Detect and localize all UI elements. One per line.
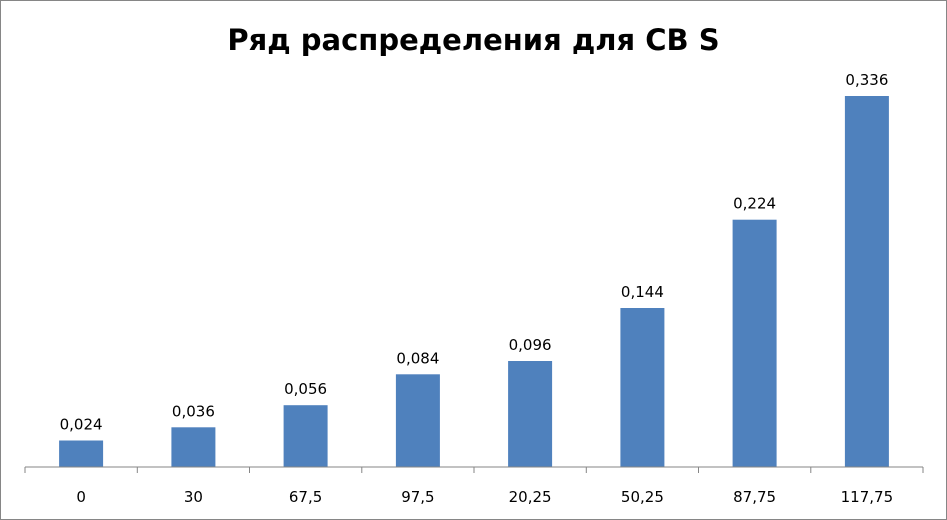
chart-title: Ряд распределения для СВ S: [227, 23, 720, 57]
x-axis: 0 30 67,5 97,5 20,25 50,25 87,75 117,75: [24, 466, 924, 506]
x-tick-label-3: 97,5: [401, 488, 434, 506]
data-label-1: 0,036: [172, 402, 215, 420]
data-label-7: 0,336: [845, 71, 888, 89]
bars-layer: [59, 96, 889, 468]
x-tick-label-1: 30: [184, 488, 203, 506]
x-tick-label-0: 0: [76, 488, 86, 506]
bar-7: [844, 96, 889, 467]
bar-4: [508, 361, 553, 467]
x-tick-label-5: 50,25: [621, 488, 664, 506]
data-label-6: 0,224: [733, 195, 776, 213]
bar-6: [732, 219, 777, 467]
x-tick-label-6: 87,75: [733, 488, 776, 506]
data-label-4: 0,096: [509, 336, 552, 354]
data-labels-layer: 0,024 0,036 0,056 0,084 0,096 0,144 0,224 0,336: [60, 71, 889, 434]
data-label-3: 0,084: [396, 349, 439, 367]
data-label-0: 0,024: [60, 416, 103, 434]
data-label-5: 0,144: [621, 283, 664, 301]
bar-3: [395, 374, 440, 468]
bar-5: [620, 308, 665, 467]
data-label-2: 0,056: [284, 380, 327, 398]
bar-0: [59, 440, 104, 467]
bar-2: [283, 405, 328, 467]
x-tick-label-7: 117,75: [841, 488, 894, 506]
bar-1: [171, 427, 216, 467]
x-tick-label-2: 67,5: [289, 488, 322, 506]
x-tick-label-4: 20,25: [509, 488, 552, 506]
